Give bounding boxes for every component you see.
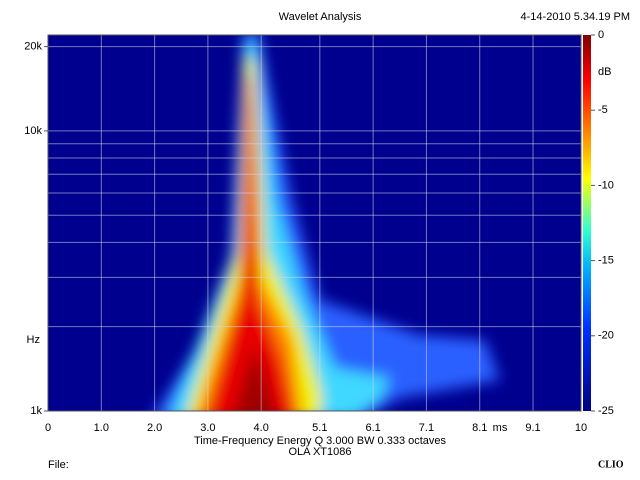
footer-right: CLIO	[598, 459, 624, 470]
x-tick-label: 8.1	[472, 422, 487, 434]
chart-title: Wavelet Analysis	[279, 11, 362, 23]
timestamp: 4-14-2010 5.34.19 PM	[521, 11, 630, 23]
colorbar-tick-label: -10	[598, 179, 614, 191]
colorbar	[583, 35, 591, 411]
colorbar-tick-label: -20	[598, 330, 614, 342]
x-tick-label: 6.1	[365, 422, 380, 434]
x-tick-label: 5.1	[312, 422, 327, 434]
footer-left: File:	[48, 459, 69, 471]
heatmap	[155, 35, 500, 411]
x-tick-label: 1.0	[94, 422, 109, 434]
heat-very-high	[208, 100, 294, 411]
x-tick-label: 4.0	[254, 422, 269, 434]
colorbar-tick-label: -15	[598, 255, 614, 267]
x-tick-label: 2.0	[147, 422, 162, 434]
colorbar-unit: dB	[598, 66, 611, 78]
colorbar-tick-label: 0	[598, 29, 604, 41]
x-tick-label: 10	[575, 422, 587, 434]
y-unit: Hz	[27, 334, 40, 346]
x-tick-label: 7.1	[419, 422, 434, 434]
heatmap-layers	[155, 35, 500, 411]
y-tick-label: 1k	[30, 405, 42, 417]
x-tick-label: 9.1	[525, 422, 540, 434]
x-axis-label: Time-Frequency Energy Q 3.000 BW 0.333 o…	[194, 435, 447, 447]
colorbar-tick-label: -5	[598, 104, 608, 116]
colorbar-tick-label: -25	[598, 405, 614, 417]
x-tick-label: 0	[45, 422, 51, 434]
subtitle: OLA XT1086	[289, 446, 352, 458]
x-unit: ms	[493, 422, 508, 434]
y-tick-label: 20k	[24, 40, 42, 52]
heat-peak	[234, 345, 276, 411]
y-tick-label: 10k	[24, 125, 42, 137]
x-tick-label: 3.0	[200, 422, 215, 434]
plot-frame	[47, 34, 582, 412]
